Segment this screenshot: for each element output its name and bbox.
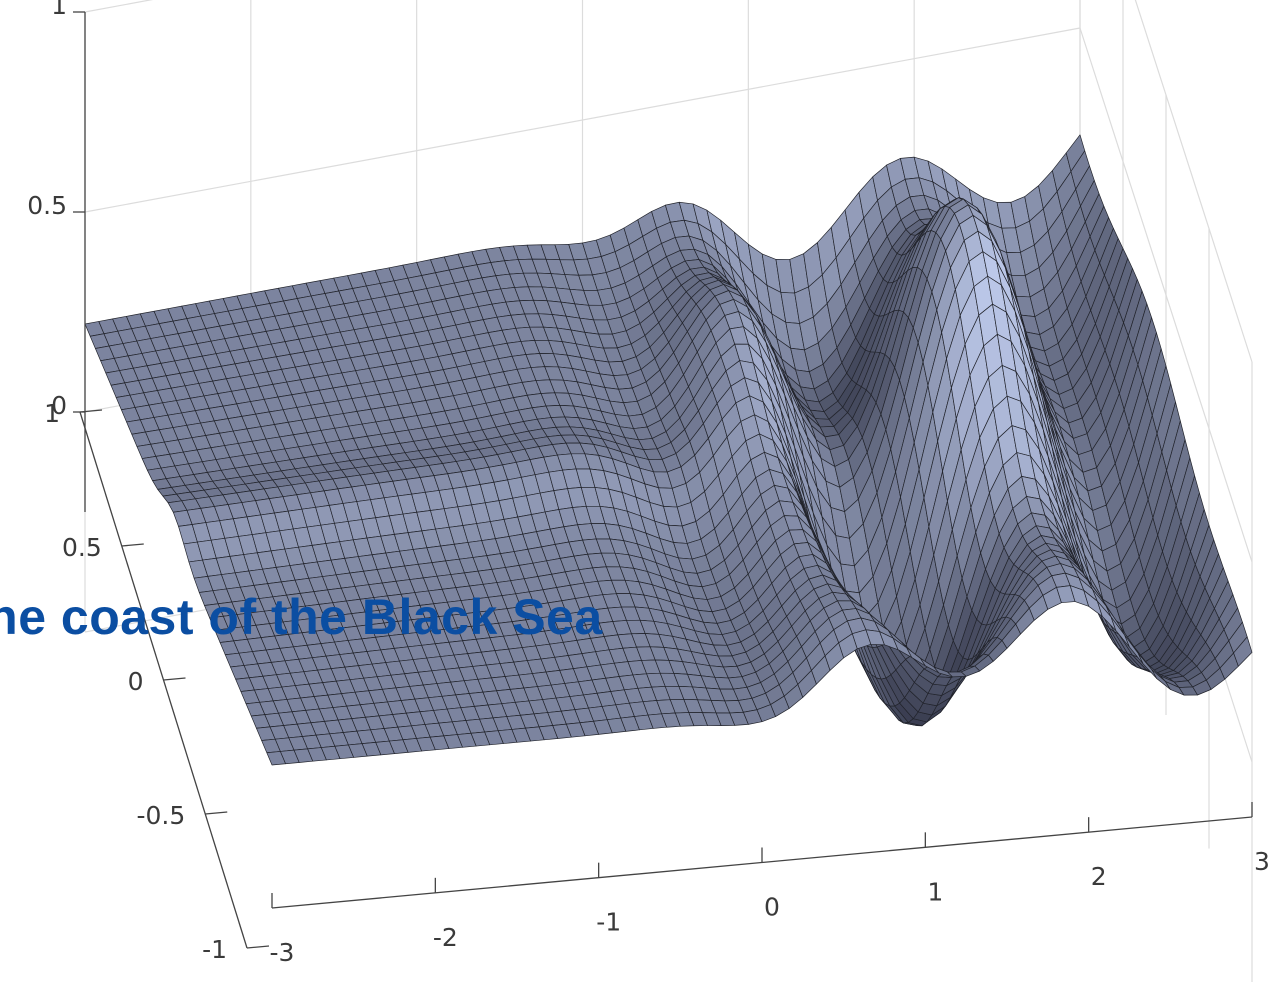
grid-line (1134, 0, 1253, 363)
z-tick-label: 0.5 (27, 191, 67, 220)
surface-layer (84, 134, 1253, 766)
grid-line (84, 27, 1081, 213)
y-tick (121, 543, 144, 547)
z-tick-label: 0 (51, 391, 67, 420)
surface-patch (1233, 636, 1253, 667)
y-tick-label: -0.5 (136, 801, 185, 830)
x-tick-label: 3 (1254, 847, 1270, 876)
x-tick-label: 1 (927, 877, 943, 906)
x-tick-label: -1 (596, 908, 621, 937)
y-tick-label: 0.5 (62, 533, 102, 562)
y-tick-label: 1 (44, 399, 60, 428)
x-tick-label: -3 (270, 938, 295, 967)
overlay-caption: the coast of the Black Sea (0, 589, 603, 645)
y-tick-label: -1 (202, 935, 227, 964)
y-tick (246, 945, 270, 949)
grid-line (1079, 27, 1253, 563)
x-tick-label: -2 (433, 923, 458, 952)
z-tick-label: 1 (51, 0, 67, 20)
y-tick (163, 677, 186, 681)
x-tick-label: 2 (1091, 862, 1107, 891)
y-tick-label: 0 (128, 667, 144, 696)
y-tick (205, 811, 228, 815)
x-tick-label: 0 (764, 893, 780, 922)
